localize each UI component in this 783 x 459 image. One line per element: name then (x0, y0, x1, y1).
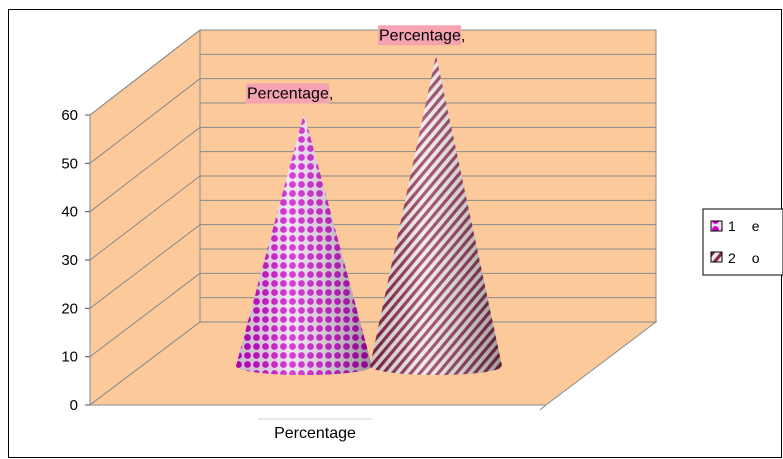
y-tick-label: 30 (61, 252, 78, 269)
gridline-side (89, 78, 201, 164)
y-tick-label: 60 (61, 107, 78, 124)
cone-shading-2 (370, 55, 502, 376)
legend-box (702, 208, 783, 276)
gridline-side (89, 224, 201, 309)
gridline-side (89, 29, 201, 116)
x-tick-right (539, 404, 547, 411)
y-axis: 0 10 20 30 40 50 60 (61, 107, 90, 414)
y-tick-label: 50 (61, 155, 78, 172)
cone-1 (236, 113, 372, 375)
y-tick-label: 40 (61, 204, 78, 221)
gridline-side (89, 272, 201, 358)
legend-swatch-2 (710, 251, 723, 263)
y-tick-label: 20 (61, 300, 78, 317)
gridline-side (89, 175, 201, 261)
data-label-bg-2 (378, 25, 462, 46)
y-tick-label: 0 (70, 397, 78, 414)
y-tick-label: 10 (61, 349, 78, 366)
cone-shading-1 (236, 113, 372, 375)
data-label-bg-1 (246, 83, 330, 104)
x-category-label: Percentage (274, 425, 356, 442)
data-label-1: Percentage, (247, 86, 333, 103)
legend-swatch-1 (710, 220, 723, 232)
gridline-side (89, 126, 201, 213)
data-label-2: Percentage, (379, 27, 465, 44)
plot-area: Percentage, Percentage, (236, 25, 502, 376)
cone-2 (370, 55, 502, 376)
